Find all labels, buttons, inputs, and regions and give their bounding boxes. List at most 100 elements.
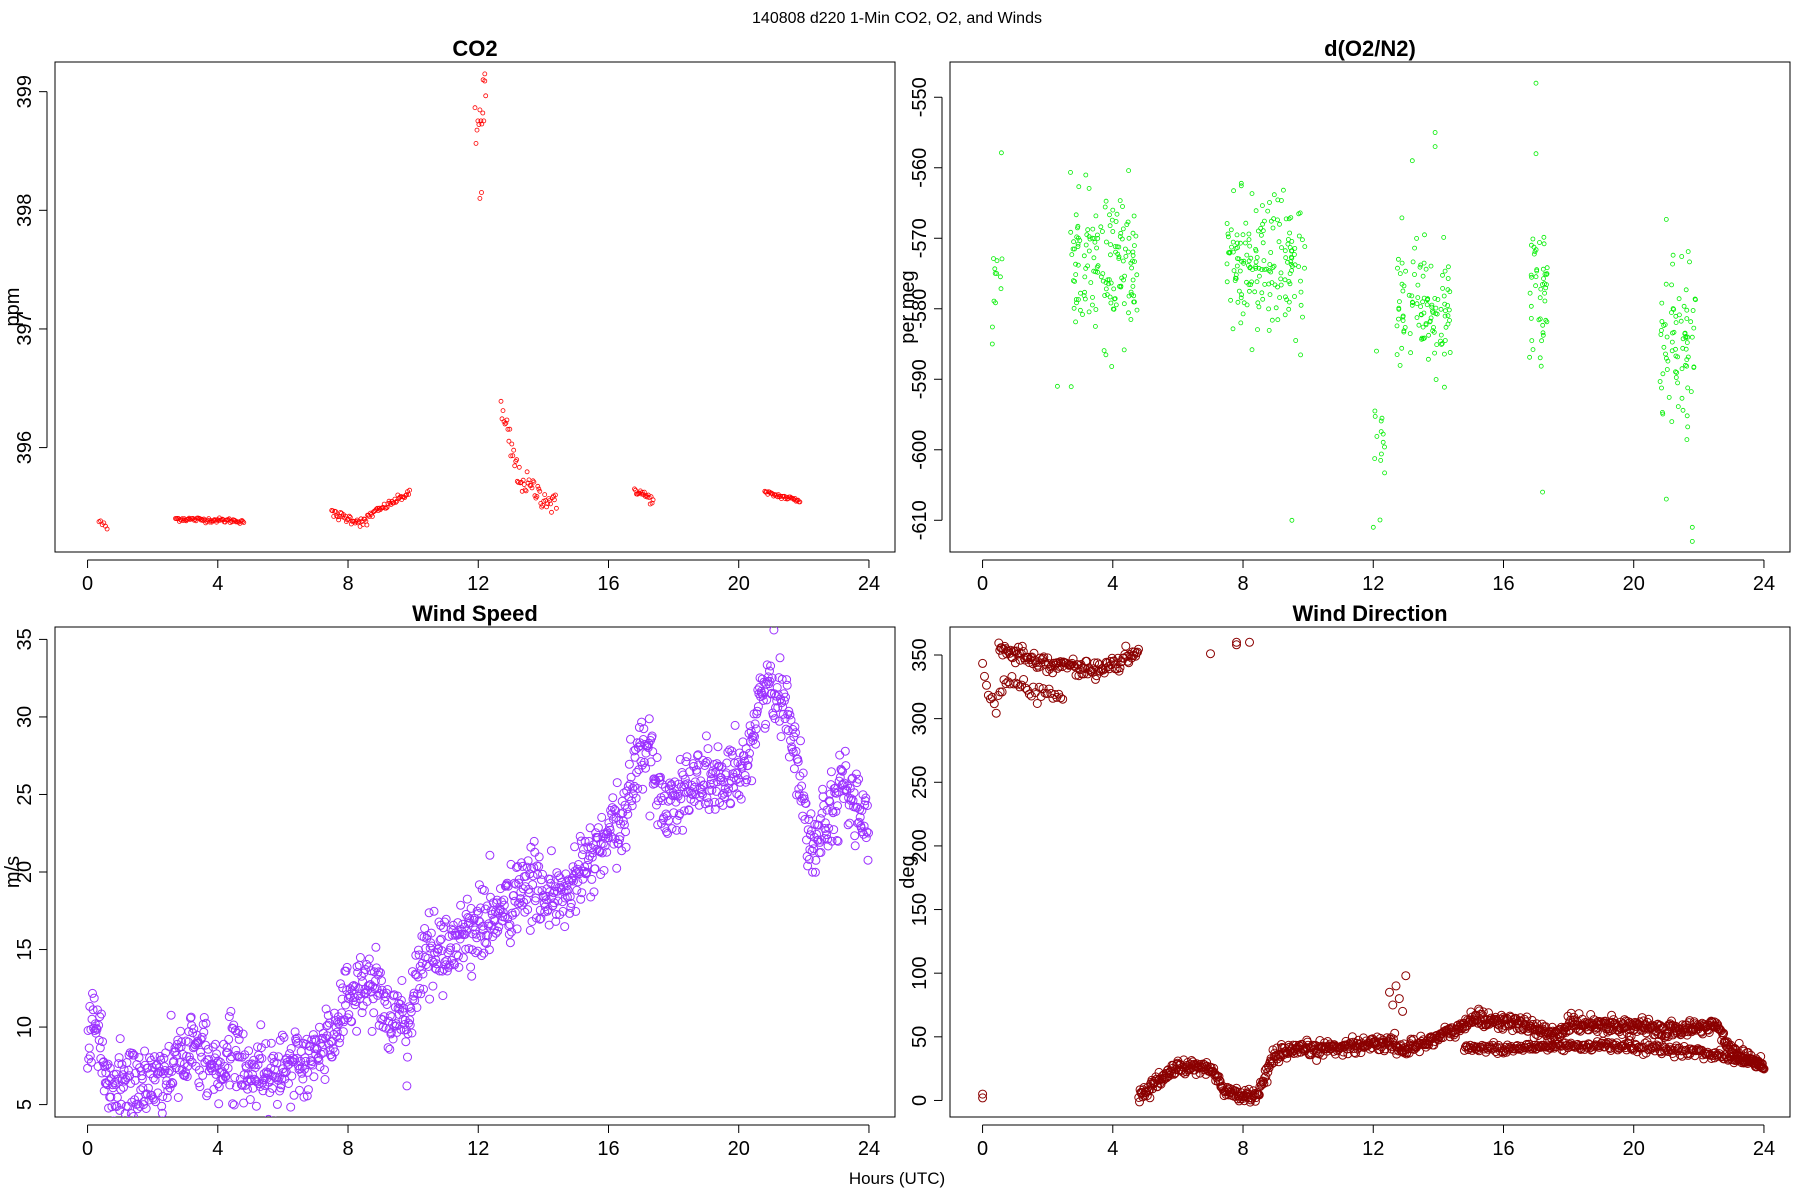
- scatter-point: [1238, 320, 1244, 326]
- scatter-point: [162, 1093, 172, 1103]
- scatter-point: [741, 744, 751, 754]
- scatter-point: [477, 195, 483, 201]
- scatter-point: [1215, 1076, 1225, 1086]
- scatter-point: [1529, 338, 1535, 344]
- scatter-point: [1586, 1010, 1596, 1019]
- scatter-point: [505, 426, 511, 432]
- scatter-point: [436, 934, 446, 944]
- scatter-point: [199, 1013, 209, 1022]
- scatter-point: [530, 847, 540, 857]
- scatter-point: [320, 1075, 330, 1084]
- scatter-point: [1116, 244, 1122, 250]
- scatter-point: [334, 513, 340, 519]
- scatter-point: [1684, 357, 1690, 363]
- scatter-point: [1529, 274, 1534, 280]
- scatter-point: [394, 998, 404, 1008]
- scatter-point: [639, 724, 649, 734]
- scatter-point: [573, 877, 583, 887]
- scatter-point: [221, 1071, 231, 1081]
- scatter-point: [408, 994, 418, 1004]
- scatter-point: [322, 1021, 332, 1031]
- scatter-point: [1116, 254, 1122, 260]
- scatter-point: [1281, 187, 1286, 193]
- scatter-point: [710, 804, 720, 814]
- scatter-point: [1537, 316, 1543, 322]
- scatter-point: [1391, 981, 1401, 991]
- scatter-point: [1214, 1072, 1224, 1082]
- scatter-point: [214, 1099, 224, 1109]
- scatter-point: [418, 969, 428, 979]
- scatter-point: [572, 885, 582, 895]
- scatter-point: [745, 748, 754, 758]
- scatter-point: [1239, 258, 1244, 264]
- scatter-point: [498, 398, 504, 404]
- scatter-point: [194, 1065, 204, 1075]
- scatter-point: [1498, 1047, 1507, 1057]
- scatter-point: [1379, 415, 1385, 421]
- scatter-point: [1440, 272, 1445, 278]
- scatter-point: [1513, 1043, 1523, 1053]
- scatter-point: [1663, 351, 1668, 357]
- scatter-point: [1530, 236, 1536, 242]
- scatter-point: [1533, 80, 1539, 86]
- scatter-point: [429, 906, 439, 916]
- scatter-point: [1239, 292, 1244, 298]
- scatter-point: [555, 910, 565, 920]
- scatter-point: [859, 821, 869, 831]
- scatter-point: [1542, 290, 1547, 296]
- scatter-point: [215, 518, 221, 524]
- scatter-point: [546, 846, 556, 856]
- scatter-point: [1230, 239, 1236, 245]
- scatter-point: [536, 914, 546, 923]
- scatter-point: [1085, 665, 1095, 675]
- scatter-point: [1260, 228, 1266, 234]
- scatter-point: [1130, 230, 1136, 236]
- scatter-point: [743, 755, 753, 764]
- scatter-point: [576, 894, 586, 904]
- scatter-point: [115, 1034, 125, 1044]
- scatter-point: [1075, 241, 1081, 247]
- scatter-point: [383, 505, 389, 511]
- scatter-point: [1287, 281, 1293, 287]
- scatter-point: [790, 496, 796, 502]
- scatter-point: [184, 1052, 194, 1062]
- scatter-point: [1446, 264, 1451, 270]
- scatter-point: [369, 514, 375, 519]
- scatter-point: [445, 960, 454, 970]
- scatter-point: [674, 779, 684, 789]
- scatter-point: [1270, 225, 1276, 231]
- scatter-point: [435, 935, 445, 945]
- scatter-point: [424, 908, 434, 918]
- scatter-point: [1298, 289, 1304, 295]
- x-tick-label: 20: [1623, 573, 1645, 595]
- scatter-point: [655, 772, 665, 782]
- scatter-point: [632, 486, 637, 492]
- scatter-point: [566, 899, 576, 908]
- scatter-point: [811, 855, 821, 865]
- scatter-point: [1126, 249, 1131, 255]
- scatter-point: [547, 892, 557, 902]
- scatter-point: [184, 1027, 194, 1037]
- scatter-point: [628, 783, 638, 793]
- scatter-point: [1283, 255, 1289, 261]
- scatter-point: [261, 1039, 271, 1049]
- scatter-point: [623, 809, 633, 819]
- scatter-point: [1715, 1045, 1725, 1055]
- scatter-point: [1438, 306, 1444, 312]
- scatter-point: [1382, 444, 1387, 450]
- scatter-point: [1090, 226, 1096, 232]
- y-tick-label: 350: [909, 638, 931, 671]
- scatter-point: [1378, 457, 1384, 463]
- scatter-point: [1685, 249, 1691, 255]
- scatter-point: [1670, 261, 1675, 267]
- scatter-point: [612, 778, 622, 788]
- scatter-point: [226, 1006, 236, 1016]
- scatter-point: [638, 784, 648, 794]
- scatter-point: [652, 800, 661, 810]
- scatter-point: [428, 981, 438, 991]
- scatter-point: [415, 983, 425, 993]
- scatter-point: [1091, 674, 1100, 684]
- scatter-point: [1273, 305, 1279, 311]
- scatter-point: [602, 847, 612, 857]
- x-tick-label: 4: [212, 573, 223, 595]
